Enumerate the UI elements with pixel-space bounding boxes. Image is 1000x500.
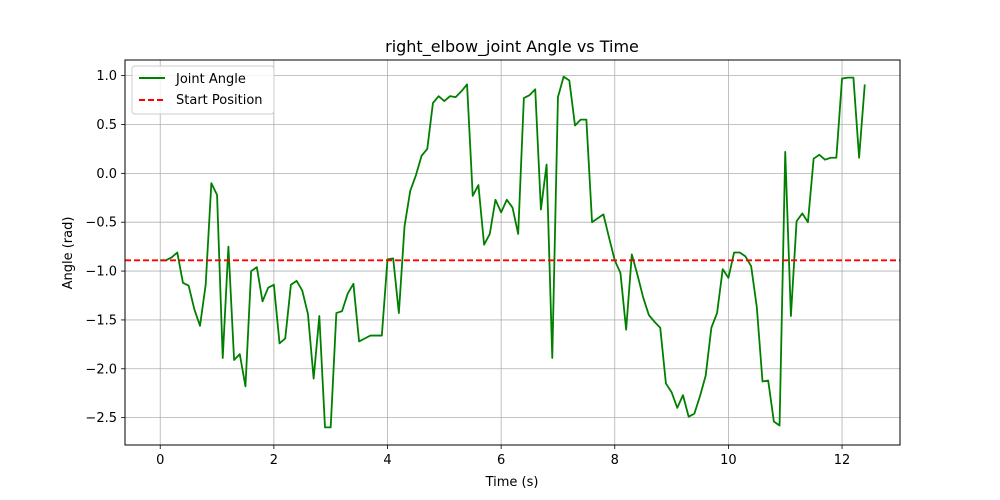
x-tick-label: 4 [383, 453, 391, 468]
legend-box [131, 65, 275, 115]
y-axis-label: Angle (rad) [61, 217, 76, 290]
y-tick-label: −0.5 [85, 216, 117, 231]
x-tick-label: 2 [270, 453, 278, 468]
plot-area [125, 75, 900, 429]
grid [125, 60, 900, 445]
legend-label-start-position: Start Position [176, 93, 263, 108]
y-tick-label: −1.5 [85, 313, 117, 328]
x-tick-label: 0 [156, 453, 164, 468]
legend-label-joint-angle: Joint Angle [175, 72, 246, 87]
y-axis-ticks: −2.5 −2.0 −1.5 −1.0 −0.5 0.0 0.5 1.0 [85, 69, 125, 426]
y-tick-label: 0.0 [96, 167, 117, 182]
chart-title: right_elbow_joint Angle vs Time [385, 37, 639, 57]
y-tick-label: 1.0 [96, 69, 117, 84]
y-tick-label: −2.0 [85, 362, 117, 377]
y-tick-label: 0.5 [96, 118, 117, 133]
x-tick-label: 10 [720, 453, 737, 468]
y-tick-label: −2.5 [85, 411, 117, 426]
x-tick-label: 6 [497, 453, 505, 468]
x-tick-label: 8 [611, 453, 619, 468]
x-axis-ticks: 0 2 4 6 8 10 12 [156, 445, 850, 468]
y-tick-label: −1.0 [85, 265, 117, 280]
plot-frame [124, 59, 901, 446]
x-axis-label: Time (s) [485, 475, 539, 490]
legend: Joint Angle Start Position [131, 65, 275, 115]
x-tick-label: 12 [834, 453, 851, 468]
